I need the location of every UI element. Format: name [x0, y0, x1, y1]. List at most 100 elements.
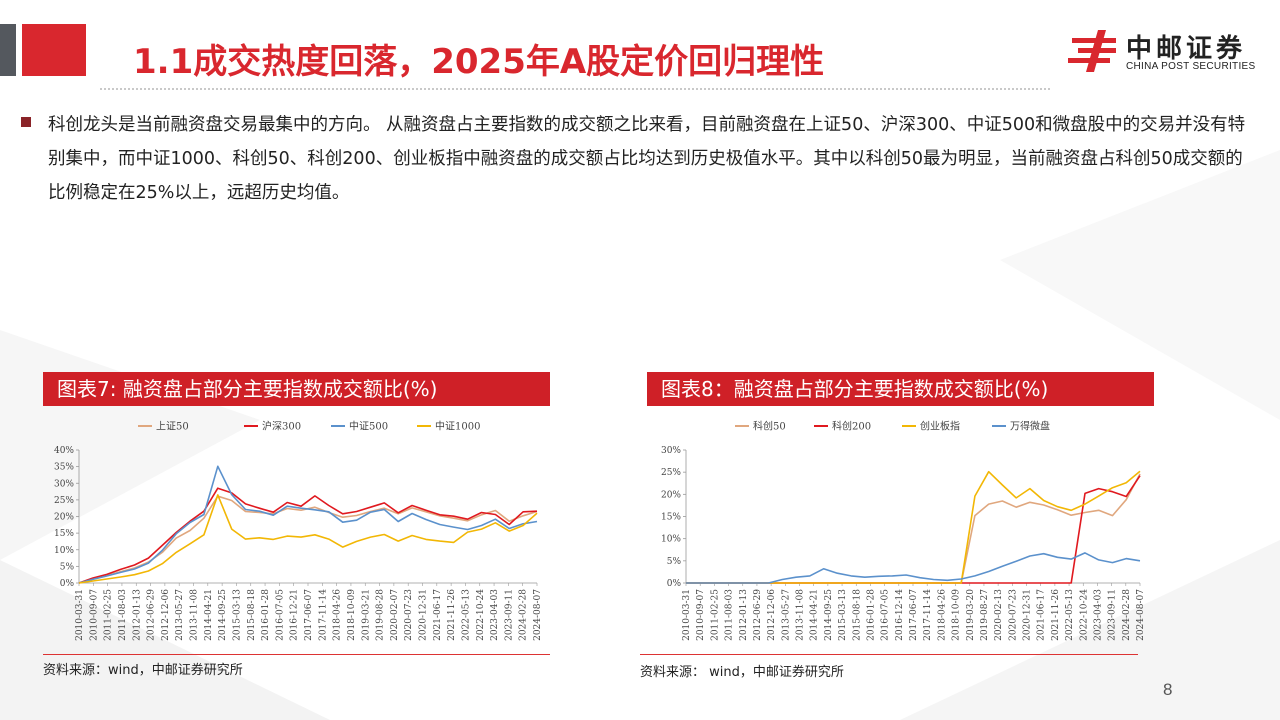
- x-tick-label: 2010-09-07: [696, 589, 706, 641]
- y-tick-label: 10%: [661, 535, 681, 545]
- legend-label: 万得微盘: [1010, 420, 1050, 433]
- y-tick-label: 5%: [60, 562, 75, 572]
- y-axis: 0% 5% 10% 15% 20% 25% 30% 35% 40%: [54, 446, 80, 589]
- y-tick-label: 5%: [667, 557, 682, 567]
- x-tick-label: 2018-10-09: [952, 589, 962, 641]
- x-tick-label: 2023-04-03: [1093, 589, 1103, 641]
- series-line: [686, 470, 1141, 584]
- x-tick-label: 2012-06-29: [753, 589, 763, 641]
- x-tick-label: 2014-09-25: [218, 589, 228, 641]
- x-tick-label: 2010-03-31: [75, 589, 85, 641]
- x-tick-label: 2011-02-25: [104, 589, 114, 641]
- y-tick-label: 0%: [667, 579, 682, 589]
- company-logo: 中邮证券 CHINA POST SECURITIES: [1068, 26, 1268, 76]
- y-tick-label: 25%: [54, 496, 74, 506]
- y-tick-label: 20%: [54, 513, 74, 523]
- x-tick-label: 2023-09-11: [504, 589, 514, 641]
- x-tick-label: 2014-09-25: [824, 589, 834, 641]
- logo-english-name: CHINA POST SECURITIES: [1126, 61, 1256, 72]
- x-tick-label: 2020-07-23: [404, 589, 414, 641]
- x-tick-label: 2020-02-13: [994, 589, 1004, 641]
- legend-label: 科创200: [832, 420, 871, 433]
- x-tick-label: 2024-08-07: [1136, 589, 1146, 641]
- x-tick-label: 2016-01-28: [261, 589, 271, 641]
- x-tick-label: 2013-11-08: [796, 589, 806, 641]
- x-tick-label: 2010-03-31: [682, 589, 692, 641]
- x-tick-label: 2011-08-03: [725, 589, 735, 641]
- series-line: [78, 487, 538, 584]
- x-tick-label: 2011-08-03: [118, 589, 128, 641]
- x-tick-label: 2023-04-03: [490, 589, 500, 641]
- x-tick-label: 2016-07-05: [881, 589, 891, 641]
- logo-chinese-name: 中邮证券: [1126, 34, 1247, 64]
- x-tick-label: 2021-06-17: [433, 589, 443, 641]
- chart-legend: 上证50 沪深300 中证500 中证1000: [138, 420, 480, 433]
- x-tick-label: 2019-03-20: [966, 589, 976, 641]
- x-tick-label: 2012-01-13: [132, 589, 142, 641]
- x-tick-label: 2021-11-26: [1051, 589, 1061, 641]
- x-tick-label: 2018-04-26: [333, 589, 343, 641]
- y-tick-label: 30%: [54, 479, 74, 489]
- x-axis: 2010-03-31 2010-09-07 2011-02-25 2011-08-03…: [682, 582, 1146, 641]
- x-tick-label: 2016-12-14: [895, 589, 905, 641]
- x-tick-label: 2022-10-24: [476, 589, 486, 641]
- figure-7-divider: [43, 654, 550, 655]
- x-tick-label: 2017-11-14: [318, 589, 328, 641]
- x-tick-label: 2020-07-23: [1008, 589, 1018, 641]
- x-tick-label: 2017-06-07: [304, 589, 314, 641]
- figure-7-source: 资料来源：wind，中邮证券研究所: [43, 663, 243, 678]
- series-line: [686, 473, 1141, 584]
- x-tick-label: 2012-12-06: [161, 589, 171, 641]
- y-tick-label: 35%: [54, 463, 74, 473]
- x-tick-label: 2018-10-09: [347, 589, 357, 641]
- x-tick-label: 2020-12-31: [419, 589, 429, 641]
- x-tick-label: 2024-02-28: [1122, 589, 1132, 641]
- x-tick-label: 2014-04-21: [204, 589, 214, 641]
- x-tick-label: 2012-06-29: [147, 589, 157, 641]
- legend-label: 创业板指: [920, 420, 960, 433]
- x-tick-label: 2017-11-14: [923, 589, 933, 641]
- title-accent-dark: [0, 24, 16, 76]
- body-paragraph: 科创龙头是当前融资盘交易最集中的方向。 从融资盘占主要指数的成交额之比来看，目前…: [48, 115, 1246, 203]
- x-tick-label: 2022-05-13: [1065, 589, 1075, 641]
- x-tick-label: 2022-10-24: [1079, 589, 1089, 641]
- x-tick-label: 2021-06-17: [1037, 589, 1047, 641]
- series-line: [78, 494, 538, 584]
- x-tick-label: 2023-09-11: [1108, 589, 1118, 641]
- figure-8-header: 图表8：融资盘占部分主要指数成交额比(%): [647, 372, 1154, 406]
- y-axis: 0% 5% 10% 15% 20% 25% 30%: [661, 446, 687, 589]
- x-tick-label: 2022-05-13: [461, 589, 471, 641]
- legend-label: 上证50: [156, 421, 189, 433]
- page-title: 1.1成交热度回落，2025年A股定价回归理性: [133, 42, 825, 82]
- x-tick-label: 2015-03-13: [838, 589, 848, 641]
- y-tick-label: 15%: [661, 513, 681, 523]
- y-tick-label: 25%: [661, 468, 681, 478]
- x-tick-label: 2016-01-28: [866, 589, 876, 641]
- x-tick-label: 2019-08-28: [376, 589, 386, 641]
- x-tick-label: 2015-08-18: [247, 589, 257, 641]
- x-tick-label: 2018-04-26: [937, 589, 947, 641]
- series-line: [686, 552, 1141, 584]
- x-tick-label: 2013-11-08: [190, 589, 200, 641]
- x-tick-label: 2012-01-13: [739, 589, 749, 641]
- x-tick-label: 2019-03-21: [361, 589, 371, 641]
- series-line: [686, 475, 1141, 584]
- legend-label: 中证1000: [435, 420, 480, 433]
- figure-7-header: 图表7: 融资盘占部分主要指数成交额比(%): [43, 372, 550, 406]
- x-tick-label: 2020-12-31: [1023, 589, 1033, 641]
- x-tick-label: 2020-02-07: [390, 589, 400, 641]
- chart-figure-8: 科创50 科创200 创业板指 万得微盘 0% 5% 10% 15% 20% 25% 30% 2010…: [661, 420, 1146, 641]
- x-tick-label: 2015-03-13: [232, 589, 242, 641]
- chart-legend: 科创50 科创200 创业板指 万得微盘: [735, 420, 1050, 433]
- x-tick-label: 2024-08-07: [533, 589, 543, 641]
- bullet-square: [21, 117, 31, 127]
- x-tick-label: 2013-05-27: [781, 589, 791, 641]
- x-tick-label: 2021-11-26: [447, 589, 457, 641]
- legend-label: 中证500: [349, 420, 388, 433]
- x-tick-label: 2024-02-28: [519, 589, 529, 641]
- series-line: [78, 465, 538, 584]
- page-number: 8: [1163, 680, 1173, 699]
- x-tick-label: 2017-06-07: [909, 589, 919, 641]
- figure-8-source: 资料来源： wind，中邮证券研究所: [640, 665, 844, 680]
- x-tick-label: 2014-04-21: [810, 589, 820, 641]
